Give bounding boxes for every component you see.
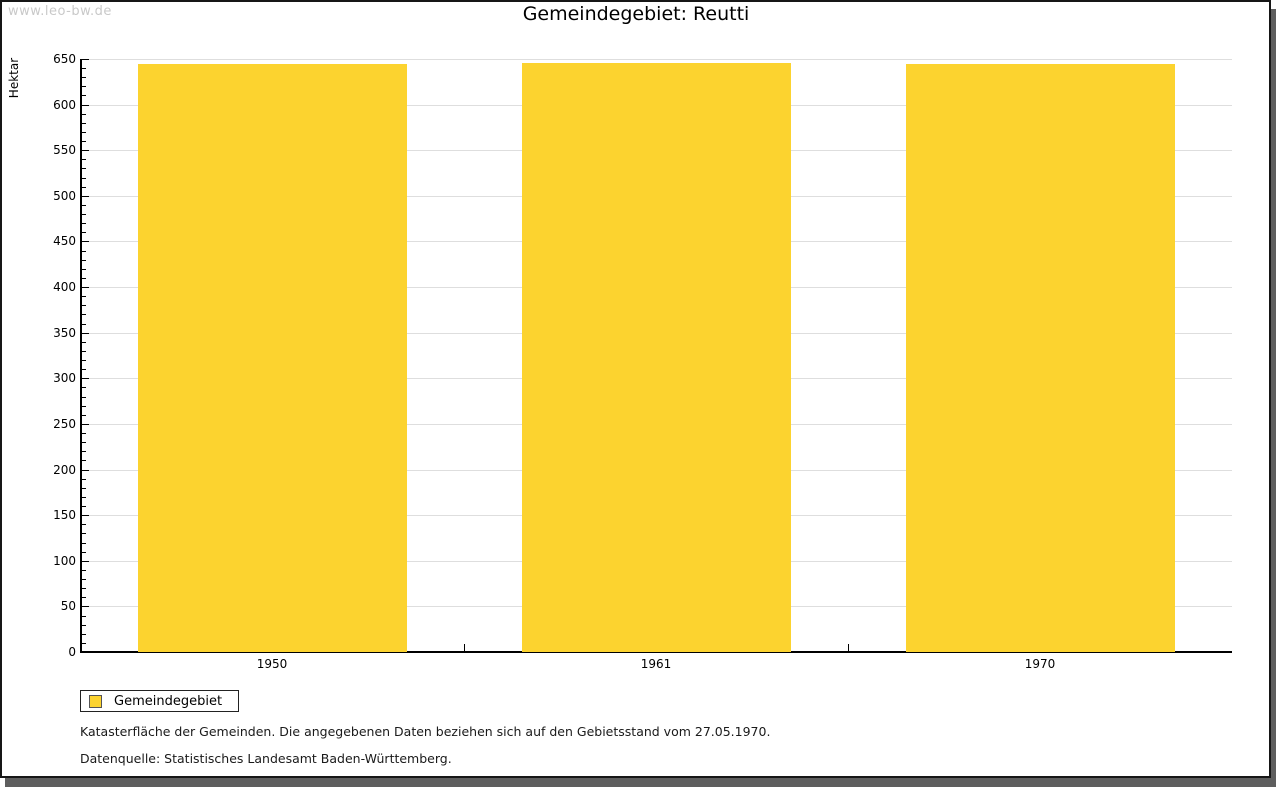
y-tick-label: 650 — [53, 52, 76, 66]
y-major-tick — [82, 606, 89, 607]
y-minor-tick — [82, 305, 86, 306]
y-minor-tick — [82, 187, 86, 188]
y-tick-label: 0 — [68, 645, 76, 659]
y-minor-tick — [82, 406, 86, 407]
y-major-tick — [82, 515, 89, 516]
y-minor-tick — [82, 488, 86, 489]
y-tick-label: 400 — [53, 280, 76, 294]
bar-1950 — [138, 64, 407, 652]
y-minor-tick — [82, 123, 86, 124]
x-tick-label: 1961 — [640, 657, 672, 671]
y-minor-tick — [82, 360, 86, 361]
y-gridline — [82, 59, 1232, 60]
y-minor-tick — [82, 269, 86, 270]
bar-1961 — [522, 63, 791, 652]
y-tick-label: 250 — [53, 417, 76, 431]
legend-box: Gemeindegebiet — [80, 690, 240, 712]
legend-label: Gemeindegebiet — [114, 693, 223, 709]
y-minor-tick — [82, 460, 86, 461]
x-separator-tick — [848, 644, 849, 651]
y-minor-tick — [82, 451, 86, 452]
y-major-tick — [82, 59, 89, 60]
y-minor-tick — [82, 68, 86, 69]
y-minor-tick — [82, 643, 86, 644]
y-minor-tick — [82, 625, 86, 626]
x-separator-tick — [464, 644, 465, 651]
watermark-text: www.leo-bw.de — [8, 4, 112, 19]
x-axis-line — [80, 651, 1232, 653]
y-minor-tick — [82, 278, 86, 279]
y-major-tick — [82, 196, 89, 197]
y-minor-tick — [82, 141, 86, 142]
y-minor-tick — [82, 342, 86, 343]
y-minor-tick — [82, 351, 86, 352]
y-minor-tick — [82, 634, 86, 635]
y-axis-line — [80, 59, 82, 652]
y-minor-tick — [82, 260, 86, 261]
y-minor-tick — [82, 168, 86, 169]
y-tick-label: 50 — [60, 599, 76, 613]
y-minor-tick — [82, 579, 86, 580]
y-minor-tick — [82, 597, 86, 598]
y-minor-tick — [82, 552, 86, 553]
y-minor-tick — [82, 616, 86, 617]
bar-1970 — [906, 64, 1175, 652]
y-tick-label: 450 — [53, 234, 76, 248]
y-minor-tick — [82, 86, 86, 87]
y-tick-label: 500 — [53, 189, 76, 203]
y-major-tick — [82, 150, 89, 151]
y-tick-label: 150 — [53, 508, 76, 522]
x-tick-label: 1970 — [1024, 657, 1056, 671]
y-minor-tick — [82, 132, 86, 133]
y-minor-tick — [82, 433, 86, 434]
y-tick-label: 200 — [53, 463, 76, 477]
y-major-tick — [82, 287, 89, 288]
y-major-tick — [82, 241, 89, 242]
y-minor-tick — [82, 369, 86, 370]
y-minor-tick — [82, 533, 86, 534]
y-minor-tick — [82, 415, 86, 416]
y-minor-tick — [82, 442, 86, 443]
y-minor-tick — [82, 543, 86, 544]
y-minor-tick — [82, 77, 86, 78]
legend-swatch-icon — [89, 694, 102, 708]
y-minor-tick — [82, 214, 86, 215]
y-major-tick — [82, 333, 89, 334]
y-minor-tick — [82, 178, 86, 179]
y-minor-tick — [82, 506, 86, 507]
y-tick-label: 550 — [53, 143, 76, 157]
chart-title: Gemeindegebiet: Reutti — [522, 3, 750, 25]
y-minor-tick — [82, 205, 86, 206]
y-minor-tick — [82, 387, 86, 388]
footnote-data-source: Datenquelle: Statistisches Landesamt Bad… — [80, 751, 452, 766]
y-major-tick — [82, 424, 89, 425]
y-tick-label: 300 — [53, 371, 76, 385]
y-minor-tick — [82, 397, 86, 398]
y-major-tick — [82, 470, 89, 471]
y-minor-tick — [82, 296, 86, 297]
y-minor-tick — [82, 232, 86, 233]
y-minor-tick — [82, 114, 86, 115]
y-minor-tick — [82, 314, 86, 315]
footnote-source-note: Katasterfläche der Gemeinden. Die angege… — [80, 724, 771, 739]
y-major-tick — [82, 378, 89, 379]
x-tick-label: 1950 — [256, 657, 288, 671]
y-minor-tick — [82, 324, 86, 325]
y-minor-tick — [82, 251, 86, 252]
y-tick-label: 600 — [53, 98, 76, 112]
y-minor-tick — [82, 223, 86, 224]
y-tick-label: 100 — [53, 554, 76, 568]
y-minor-tick — [82, 479, 86, 480]
y-minor-tick — [82, 524, 86, 525]
y-minor-tick — [82, 570, 86, 571]
y-minor-tick — [82, 588, 86, 589]
y-minor-tick — [82, 497, 86, 498]
y-tick-label: 350 — [53, 326, 76, 340]
y-minor-tick — [82, 159, 86, 160]
y-major-tick — [82, 105, 89, 106]
y-major-tick — [82, 561, 89, 562]
y-minor-tick — [82, 95, 86, 96]
